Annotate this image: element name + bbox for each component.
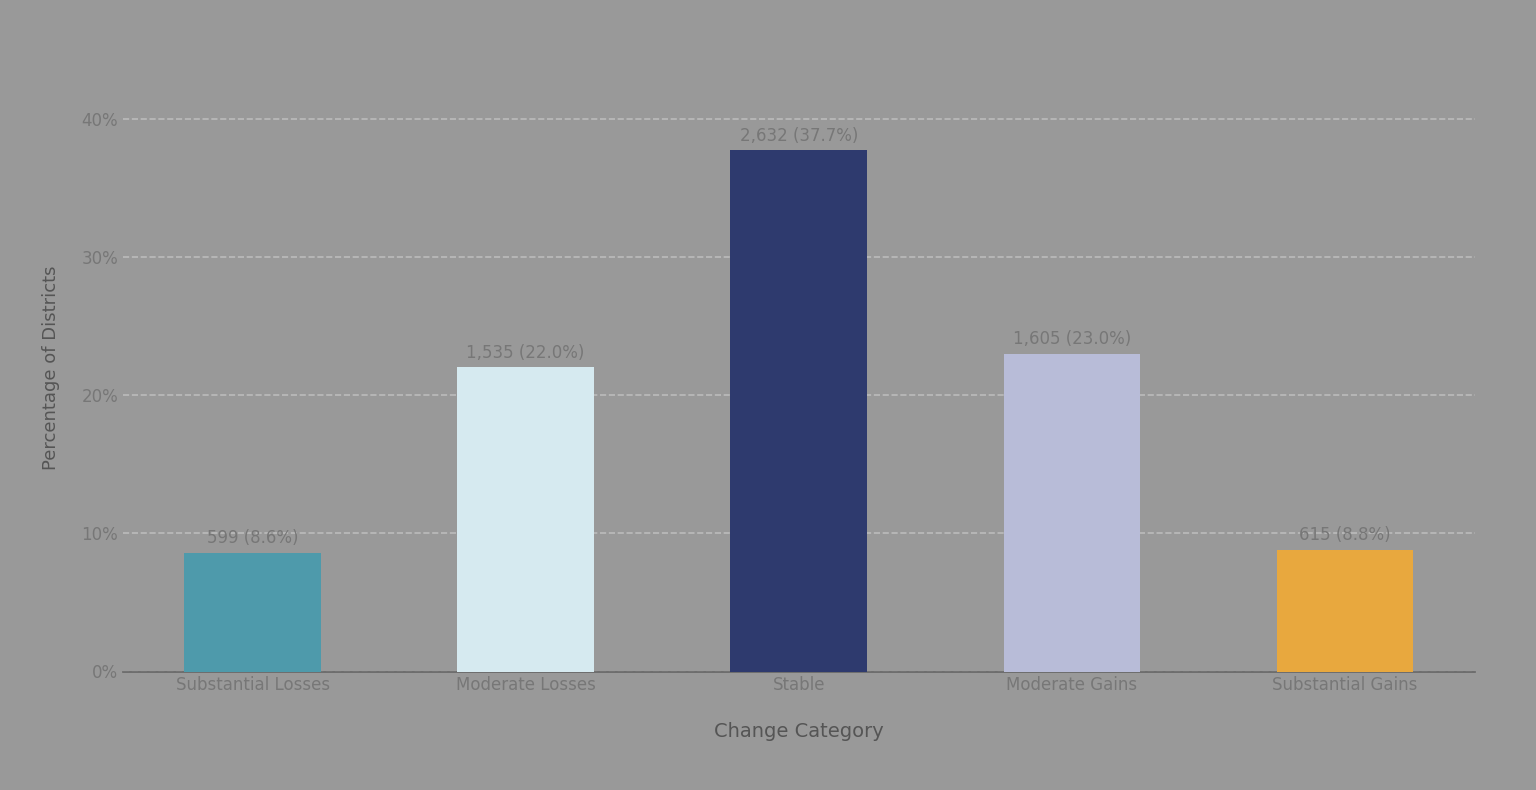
Text: 1,605 (23.0%): 1,605 (23.0%) [1012,330,1130,348]
X-axis label: Change Category: Change Category [714,722,883,741]
Bar [184,553,321,672]
Text: 599 (8.6%): 599 (8.6%) [207,529,298,547]
Text: 1,535 (22.0%): 1,535 (22.0%) [467,344,585,362]
Bar [1276,550,1413,672]
Bar [731,150,866,672]
Bar [1003,354,1140,672]
Text: 2,632 (37.7%): 2,632 (37.7%) [739,126,859,145]
Text: 615 (8.8%): 615 (8.8%) [1299,526,1390,544]
Y-axis label: Percentage of Districts: Percentage of Districts [43,265,60,469]
Bar [458,367,594,672]
